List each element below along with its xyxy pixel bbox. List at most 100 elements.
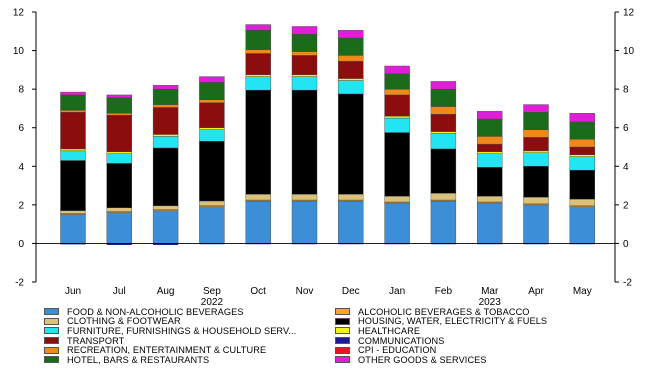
legend-swatch (335, 337, 350, 345)
bar-segment (199, 99, 225, 103)
bar-segment (199, 127, 225, 130)
bar-segment (106, 207, 133, 212)
legend-label: TRANSPORT (67, 335, 125, 346)
bar-segment (338, 55, 364, 62)
bar-segment (106, 114, 133, 153)
legend-swatch (44, 327, 59, 335)
bar-segment (60, 210, 86, 214)
bar-segment (569, 113, 595, 123)
y-tick-label-left: 6 (18, 123, 24, 134)
bar-segment (245, 53, 271, 75)
bar-segment (477, 143, 503, 153)
x-tick-label: Jul (113, 286, 126, 297)
bar-segment-negative (199, 243, 225, 245)
bar-segment-negative (477, 243, 503, 245)
bar-segment-negative (292, 243, 317, 245)
legend-label: FURNITURE, FURNISHINGS & HOUSEHOLD SERV.… (67, 326, 297, 336)
legend-item: ALCOHOLIC BEVERAGES & TOBACCO (335, 307, 635, 317)
bar-segment (199, 200, 225, 207)
bar-segment (106, 151, 133, 154)
bar-segment (106, 212, 133, 244)
bar-segment (60, 94, 86, 111)
bar-segment (477, 118, 503, 137)
bar-segment (291, 51, 318, 56)
x-tick-label: Apr (528, 286, 544, 297)
x-tick-label: Sep (203, 286, 221, 297)
bar-segment (338, 30, 364, 39)
bar-segment (523, 152, 549, 167)
y-tick-label-left: 8 (18, 85, 24, 96)
bar-segment (152, 205, 179, 210)
bar-segment (384, 94, 410, 117)
y-tick-label-right: 2 (623, 200, 629, 211)
bar-segment (106, 153, 133, 164)
bar-segment (291, 76, 318, 91)
bar-segment (384, 88, 410, 96)
bar-segment (338, 93, 364, 195)
bar-segment (569, 169, 595, 200)
bar-segment (199, 76, 225, 83)
y-tick-label-left: 10 (13, 46, 25, 57)
y-tick-label-left: 2 (18, 200, 24, 211)
legend-label: ALCOHOLIC BEVERAGES & TOBACCO (358, 307, 530, 317)
bar-segment (152, 85, 179, 90)
legend-swatch (44, 337, 59, 345)
bar-segment-negative (338, 243, 364, 245)
legend-label: OTHER GOODS & SERVICES (358, 354, 487, 365)
bar-segment-negative (106, 243, 132, 245)
bar-segment (199, 206, 225, 244)
bar-segment (523, 112, 549, 130)
legend-label: COMMUNICATIONS (358, 335, 445, 346)
bar-segment-negative (60, 243, 86, 245)
x-tick-label: Aug (157, 286, 175, 297)
bar-segment (60, 148, 86, 152)
bar-segment-negative (384, 243, 410, 245)
bar-segment (384, 73, 410, 90)
bar-segment-negative (430, 243, 456, 245)
bar-segment (523, 137, 549, 152)
bar-segment (430, 114, 457, 132)
legend-swatch (44, 356, 59, 364)
bar-segment (338, 60, 364, 79)
bar-segment (245, 49, 271, 54)
bar-segment (523, 150, 549, 153)
y-tick-label-left: 4 (18, 162, 24, 173)
bar-segment (384, 132, 410, 197)
bar-segment (430, 193, 457, 201)
bar-segment (291, 55, 318, 75)
bar-segment (569, 156, 595, 171)
bar-segment (60, 110, 86, 113)
legend-item: HOUSING, WATER, ELECTRICITY & FUELS (335, 317, 635, 326)
bar-segment (60, 91, 86, 96)
y-tick-label-left: 0 (18, 239, 24, 250)
bar-segment (338, 80, 364, 95)
bar-segment (477, 195, 503, 203)
bar-segment (569, 146, 595, 155)
legend-label: RECREATION, ENTERTAINMENT & CULTURE (67, 345, 267, 355)
bar-segment (569, 121, 595, 140)
bar-segment (477, 202, 503, 244)
bar-segment (523, 204, 549, 244)
bar-segment (245, 89, 271, 195)
x-tick-label: Dec (342, 286, 360, 297)
bar-segment (430, 88, 457, 107)
tick-label-layer: -2 -2 0 0 2 2 4 4 6 6 8 8 10 10 12 12 Jun Jul Aug Sep Oct Nov… (13, 8, 635, 307)
bar-segment (430, 131, 457, 134)
bar-segment (523, 196, 549, 205)
legend-swatch (335, 327, 350, 335)
legend-item: CLOTHING & FOOTWEAR (44, 316, 335, 327)
legend-item: CPI - EDUCATION (335, 345, 635, 355)
bar-segment (245, 24, 271, 31)
bar-segment (291, 74, 318, 77)
x-tick-label: Jan (389, 286, 405, 297)
legend-label: CLOTHING & FOOTWEAR (67, 316, 181, 327)
y-tick-label-right: -2 (623, 278, 632, 289)
bar-segment (199, 82, 225, 100)
legend-item: RECREATION, ENTERTAINMENT & CULTURE (44, 345, 335, 355)
legend-item: FOOD & NON-ALCOHOLIC BEVERAGES (44, 307, 335, 317)
y-tick-label-left: -2 (15, 278, 24, 289)
bar-layer (60, 24, 595, 245)
legend-item: COMMUNICATIONS (335, 335, 635, 346)
y-tick-label-right: 4 (623, 162, 629, 173)
bar-segment (291, 33, 318, 52)
